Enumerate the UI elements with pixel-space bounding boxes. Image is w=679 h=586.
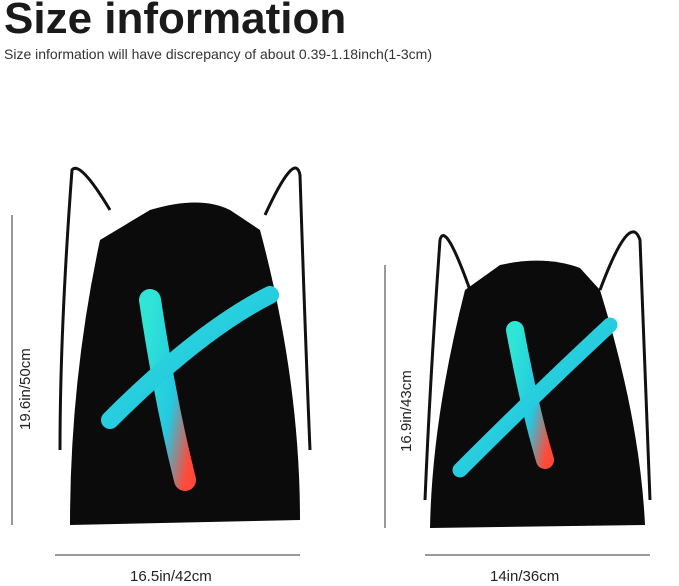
small-height-label: 16.9in/43cm [398,370,415,452]
large-bag [11,166,312,556]
small-bag [384,230,652,556]
large-height-label: 19.6in/50cm [17,348,34,430]
small-width-label: 14in/36cm [490,568,560,585]
page-title: Size information [4,0,347,43]
large-width-label: 16.5in/42cm [130,568,212,585]
subtitle: Size information will have discrepancy o… [4,46,432,62]
